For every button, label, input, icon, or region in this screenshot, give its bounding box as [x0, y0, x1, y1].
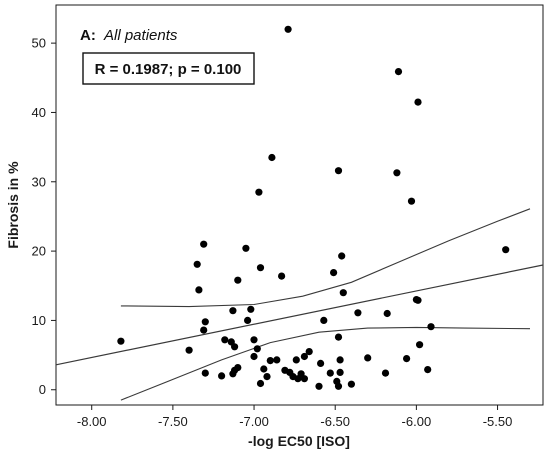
data-point	[338, 252, 346, 260]
stats-box	[82, 52, 255, 85]
x-axis-title: -log EC50 [ISO]	[248, 433, 350, 449]
panel-letter: A:	[80, 27, 96, 44]
data-points	[117, 25, 510, 390]
data-point	[330, 269, 338, 277]
y-axis-title: Fibrosis in %	[5, 161, 21, 249]
data-point	[284, 25, 292, 33]
data-point	[201, 318, 209, 326]
y-tick-label: 40	[32, 105, 46, 120]
y-tick-label: 0	[39, 382, 46, 397]
data-point	[242, 244, 250, 252]
data-point	[416, 341, 424, 349]
x-tick-label: -5.50	[483, 414, 513, 429]
x-axis: -8.00 -7.50 -7.00 -6.50 -6.00 -5.50	[77, 405, 512, 429]
data-point	[256, 264, 265, 272]
data-point	[250, 352, 258, 361]
data-point	[231, 343, 239, 351]
data-point	[266, 357, 274, 365]
data-point	[403, 355, 411, 363]
data-point	[244, 316, 252, 324]
x-tick-label: -8.00	[77, 414, 107, 429]
y-tick-label: 20	[32, 244, 46, 259]
data-point	[221, 336, 229, 344]
data-point	[201, 369, 209, 377]
y-axis: 0 10 20 30 40 50	[32, 36, 56, 397]
data-point	[229, 307, 237, 315]
plot-frame	[55, 4, 544, 406]
data-point	[260, 365, 268, 373]
x-tick-label: -7.00	[239, 414, 269, 429]
data-point	[256, 379, 265, 388]
data-point	[381, 369, 390, 377]
x-tick-label: -6.50	[320, 414, 350, 429]
data-point	[407, 197, 416, 205]
data-point	[278, 272, 286, 280]
data-point	[347, 380, 355, 388]
data-point	[117, 337, 125, 345]
data-point	[393, 169, 401, 177]
y-tick-label: 30	[32, 174, 46, 189]
x-tick-label: -7.50	[158, 414, 188, 429]
data-point	[200, 326, 208, 334]
data-point	[255, 188, 263, 196]
data-point	[336, 368, 344, 376]
data-point	[502, 246, 510, 254]
data-point	[394, 68, 403, 76]
regression-lines	[55, 208, 544, 401]
data-point	[253, 345, 261, 353]
data-point	[354, 309, 362, 317]
data-point	[234, 276, 242, 284]
data-point	[218, 372, 226, 380]
ci-upper-line	[120, 208, 531, 308]
data-point	[234, 364, 242, 372]
data-point	[336, 356, 344, 364]
data-point	[300, 375, 308, 383]
data-point	[193, 260, 201, 268]
y-tick-label: 50	[32, 36, 46, 51]
data-point	[250, 336, 258, 344]
data-point	[427, 323, 435, 331]
data-point	[364, 354, 372, 362]
data-point	[305, 348, 313, 356]
data-point	[200, 240, 208, 248]
data-point	[185, 346, 193, 354]
data-point	[414, 98, 422, 106]
correlation-annotation: R = 0.1987; p = 0.100	[95, 61, 242, 78]
data-point	[334, 382, 343, 390]
data-point	[315, 382, 323, 390]
panel-title: All patients	[103, 27, 178, 44]
data-point	[414, 296, 422, 304]
data-point	[326, 369, 334, 377]
data-point	[263, 373, 271, 381]
data-point	[317, 359, 325, 367]
ci-lower-line	[120, 326, 531, 401]
data-point	[334, 333, 343, 341]
data-point	[383, 309, 391, 318]
data-point	[424, 366, 432, 374]
data-point	[247, 305, 255, 313]
data-point	[339, 289, 347, 297]
y-tick-label: 10	[32, 313, 46, 328]
data-point	[195, 286, 203, 294]
data-point	[273, 356, 281, 364]
panel-label: A: All patients	[80, 27, 178, 44]
data-point	[268, 153, 276, 162]
x-tick-label: -6.00	[402, 414, 432, 429]
fit-line	[55, 264, 544, 366]
data-point	[320, 316, 328, 324]
data-point	[292, 356, 300, 364]
data-point	[300, 352, 308, 361]
data-point	[334, 167, 343, 175]
